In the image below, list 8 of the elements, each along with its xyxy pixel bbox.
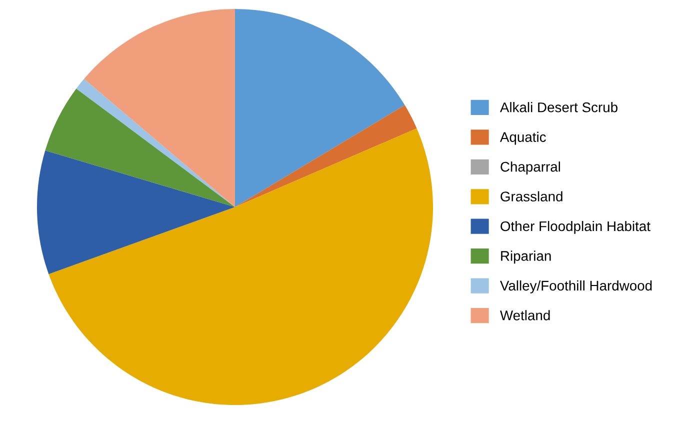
legend-label: Chaparral [500,162,560,174]
legend-label: Other Floodplain Habitat [500,220,650,234]
legend-label: Wetland [500,310,550,320]
legend-label: Valley/Foothill Hardwood [500,280,652,294]
legend-label: Grassland [500,191,562,202]
legend-label: Aquatic [500,132,546,145]
legend-label: Alkali Desert Scrub [500,102,618,112]
legend-label: Riparian [501,250,551,264]
